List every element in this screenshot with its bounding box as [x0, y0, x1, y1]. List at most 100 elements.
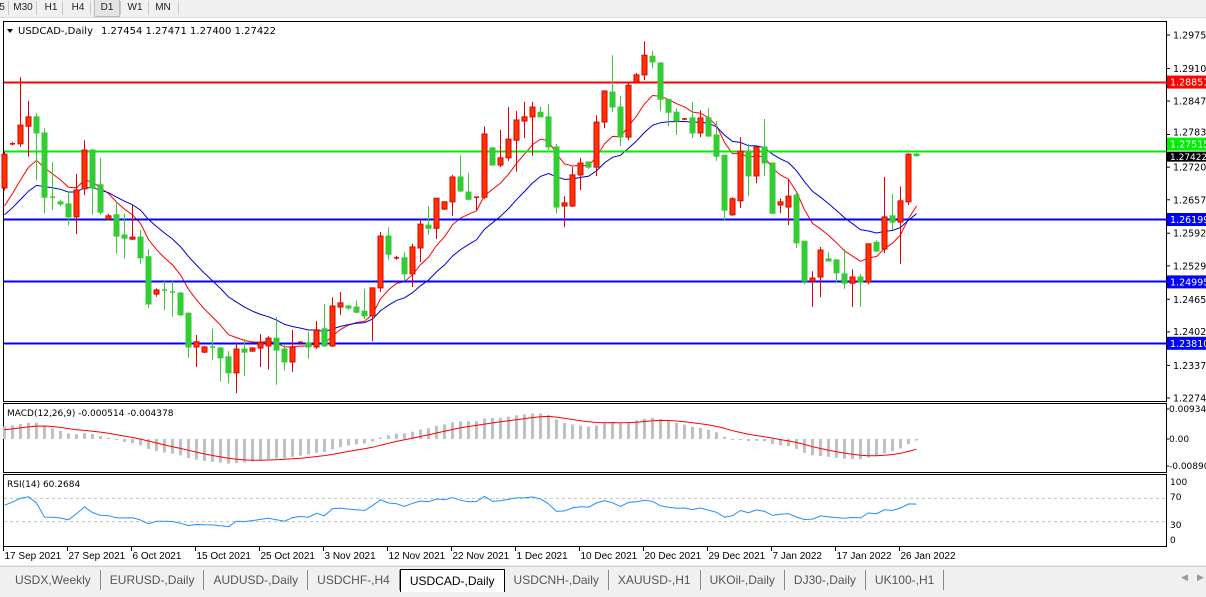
date-label: 26 Jan 2022	[901, 551, 956, 562]
rsi-line	[4, 495, 917, 528]
candle-bullish	[809, 277, 816, 282]
macd-histogram-bar	[19, 424, 22, 439]
candle-bearish	[385, 235, 392, 255]
macd-histogram-bar	[283, 439, 286, 458]
macd-histogram-bar	[779, 439, 782, 446]
price-level-label-bg	[1167, 336, 1206, 350]
chart-tab-uk100-h1[interactable]: UK100-,H1	[866, 570, 945, 590]
macd-histogram-bar	[27, 422, 30, 439]
macd-histogram-bar	[571, 424, 574, 439]
macd-histogram-bar	[235, 439, 238, 464]
tab-scroll-left-icon[interactable]: ◀	[1181, 573, 1188, 583]
timeframe-w1[interactable]: W1	[127, 2, 143, 13]
candle-bearish	[345, 305, 352, 309]
candle-bullish	[521, 116, 528, 122]
candle-bullish	[641, 54, 648, 76]
chart-tab-xauusd-h1[interactable]: XAUUSD-,H1	[609, 570, 701, 590]
candle-bullish	[233, 348, 240, 374]
macd-histogram-bar	[107, 437, 110, 439]
timeframe-5[interactable]: 5	[0, 2, 5, 13]
price-tick-label: 1.25295	[1173, 261, 1206, 272]
timeframe-toolbar: 5 M30 H1 H4 D1 W1 MN	[0, 0, 1206, 18]
macd-histogram-bar	[795, 439, 798, 449]
candle-bullish	[905, 153, 912, 203]
macd-histogram-bar	[203, 439, 206, 461]
macd-histogram-bar	[475, 421, 478, 439]
candle-bearish	[801, 240, 808, 282]
macd-histogram-bar	[219, 439, 222, 463]
chart-tab-usdcad-daily[interactable]: USDCAD-,Daily	[399, 569, 505, 592]
timeframe-mn[interactable]: MN	[155, 2, 171, 13]
macd-histogram-bar	[659, 419, 662, 439]
macd-histogram-bar	[755, 439, 758, 441]
macd-histogram-bar	[875, 439, 878, 457]
price-tick-label: 1.23375	[1173, 361, 1206, 372]
candle-bearish	[545, 116, 552, 148]
macd-panel-frame	[3, 403, 1167, 473]
macd-histogram-bar	[371, 439, 374, 442]
candle-bullish	[881, 216, 888, 250]
macd-histogram-bar	[843, 439, 846, 459]
date-label: 20 Dec 2021	[645, 551, 702, 562]
candle-bearish	[553, 146, 560, 208]
macd-tick-label: 0.00	[1169, 435, 1189, 445]
macd-histogram-bar	[459, 421, 462, 439]
chart-tab-usdx-weekly[interactable]: USDX,Weekly	[6, 570, 101, 590]
macd-histogram-bar	[715, 432, 718, 439]
chart-tab-usdchf-h4[interactable]: USDCHF-,H4	[308, 570, 400, 590]
date-label: 25 Oct 2021	[261, 551, 316, 562]
macd-histogram-bar	[3, 426, 6, 439]
macd-histogram-bar	[627, 421, 630, 439]
price-tick-label: 1.26570	[1173, 195, 1206, 206]
collapse-triangle-icon[interactable]	[7, 29, 13, 33]
candle-bullish	[313, 329, 320, 348]
candle-bearish	[305, 342, 312, 348]
chart-tab-eurusd-daily[interactable]: EURUSD-,Daily	[101, 570, 205, 590]
chart-tab-dj30-daily[interactable]: DJ30-,Daily	[785, 570, 866, 590]
macd-histogram-bar	[187, 439, 190, 459]
macd-histogram-bar	[395, 433, 398, 439]
candle-bearish	[41, 132, 48, 198]
macd-histogram-bar	[771, 439, 774, 444]
macd-histogram-bar	[355, 439, 358, 445]
date-label: 3 Nov 2021	[325, 551, 377, 562]
timeframe-d1[interactable]: D1	[94, 0, 120, 17]
macd-histogram-bar	[91, 434, 94, 439]
tab-row: USDX,Weekly EURUSD-,Daily AUDUSD-,Daily USD…	[6, 569, 945, 592]
macd-histogram-bar	[419, 429, 422, 439]
candle-bearish	[585, 161, 592, 168]
candle-bullish	[73, 189, 80, 218]
candle-bearish	[873, 241, 880, 252]
candle-bullish	[513, 119, 520, 141]
price-tick-label: 1.28475	[1173, 97, 1206, 108]
candle-bullish	[481, 133, 488, 198]
macd-histogram-bar	[587, 426, 590, 439]
candle-bullish	[433, 197, 440, 229]
candle-bearish	[705, 117, 712, 137]
timeframe-h4[interactable]: H4	[71, 2, 85, 13]
chart-tab-audusd-daily[interactable]: AUDUSD-,Daily	[204, 570, 309, 590]
candle-bullish	[865, 243, 872, 283]
candle-bearish	[913, 153, 920, 157]
macd-histogram-bar	[315, 439, 318, 453]
candle-bullish	[105, 215, 112, 220]
candle-bearish	[665, 98, 672, 113]
macd-histogram-bar	[291, 439, 294, 457]
macd-histogram-bar	[347, 439, 350, 446]
macd-histogram-bar	[227, 439, 230, 464]
date-label: 15 Oct 2021	[197, 551, 252, 562]
timeframe-m30[interactable]: M30	[13, 2, 33, 13]
candle-bullish	[153, 289, 160, 295]
candle-bearish	[65, 203, 72, 218]
macd-histogram-bar	[667, 420, 670, 439]
candle-bearish	[689, 117, 696, 134]
price-level-label: 1.23810	[1170, 339, 1206, 350]
chart-tab-ukoil-daily[interactable]: UKOil-,Daily	[701, 570, 785, 590]
macd-histogram-bar	[835, 439, 838, 458]
timeframe-h1[interactable]: H1	[44, 2, 58, 13]
macd-histogram-bar	[675, 422, 678, 439]
tab-scroll-right-icon[interactable]: ▶	[1197, 573, 1204, 583]
chart-area[interactable]: USDCAD-,Daily 1.27454 1.27471 1.27400 1.…	[0, 0, 1206, 566]
macd-histogram-bar	[331, 439, 334, 450]
chart-tab-usdcnh-daily[interactable]: USDCNH-,Daily	[505, 570, 609, 590]
